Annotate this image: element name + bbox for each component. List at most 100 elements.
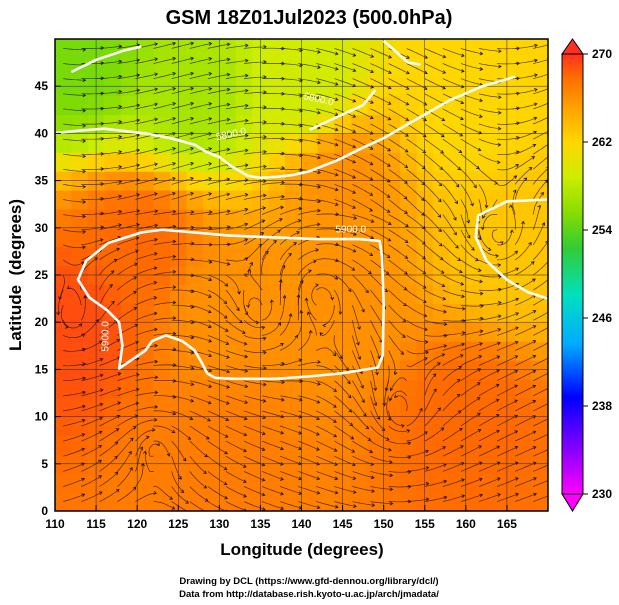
streamline <box>280 138 303 142</box>
streamline <box>298 108 321 114</box>
field-cell <box>170 435 188 455</box>
streamline <box>442 495 465 502</box>
field-cell <box>120 454 138 474</box>
field-cell <box>285 341 303 361</box>
streamline-arrowhead <box>528 241 532 246</box>
streamline-arrowhead <box>281 362 285 366</box>
streamline <box>352 335 361 360</box>
field-cell <box>498 378 516 399</box>
streamline <box>442 394 461 412</box>
streamline <box>460 382 481 397</box>
field-cell <box>137 114 155 134</box>
field-cell <box>383 208 401 229</box>
field-cell <box>186 76 204 97</box>
streamline <box>460 397 481 412</box>
field-cell <box>153 341 171 361</box>
streamline-arrowhead <box>479 51 484 56</box>
field-cell <box>87 454 105 474</box>
streamline-arrowhead <box>226 177 231 182</box>
streamline-arrowhead <box>389 473 394 478</box>
streamline-arrowhead <box>402 318 407 322</box>
field-cell <box>449 322 467 342</box>
streamline-arrowhead <box>352 190 357 194</box>
streamline-arrowhead <box>388 397 393 402</box>
streamline <box>533 59 548 64</box>
field-cell <box>252 57 270 78</box>
streamline <box>171 57 194 64</box>
streamline-arrowhead <box>453 231 457 236</box>
streamline <box>63 259 85 266</box>
streamline <box>388 455 411 459</box>
streamline <box>406 229 426 245</box>
streamline-arrowhead <box>458 149 463 154</box>
streamline-arrowhead <box>136 163 141 168</box>
y-tick-label: 0 <box>41 504 48 518</box>
field-cell <box>432 378 450 399</box>
streamline <box>478 169 498 184</box>
field-cell <box>334 454 352 474</box>
streamline-arrowhead <box>377 355 381 360</box>
streamline <box>99 236 121 246</box>
streamline-arrowhead <box>208 162 213 166</box>
streamline <box>388 425 410 432</box>
field-cell <box>219 435 237 455</box>
field-cell <box>334 265 352 286</box>
streamline <box>316 365 337 375</box>
streamline-arrowhead <box>134 323 139 328</box>
streamline <box>352 199 373 211</box>
streamline-arrowhead <box>132 426 137 430</box>
streamline-arrowhead <box>515 297 520 302</box>
field-cell <box>202 95 220 116</box>
streamline <box>207 259 230 265</box>
field-cell <box>235 378 253 399</box>
streamline <box>99 356 121 366</box>
streamline <box>406 184 425 201</box>
streamline-arrowhead <box>190 56 195 61</box>
field-cell <box>285 284 303 304</box>
streamline <box>117 104 140 110</box>
streamline-arrowhead <box>550 340 553 343</box>
streamline <box>135 103 158 110</box>
streamline <box>171 304 194 308</box>
field-cell <box>186 359 204 380</box>
streamline <box>352 108 374 119</box>
streamline-arrowhead <box>204 498 209 502</box>
streamline-arrowhead <box>153 280 158 285</box>
streamline-arrowhead <box>370 100 374 104</box>
streamline <box>189 350 212 357</box>
streamline-arrowhead <box>281 194 285 199</box>
field-cell <box>55 133 73 153</box>
field-cell <box>252 435 270 455</box>
streamline-arrowhead <box>99 388 104 393</box>
field-cell <box>515 454 533 474</box>
streamline-arrowhead <box>551 355 554 358</box>
streamline-arrowhead <box>180 489 185 493</box>
field-cell <box>498 133 516 153</box>
field-cell <box>531 435 548 455</box>
streamline <box>442 289 465 297</box>
streamline-arrowhead <box>172 300 177 305</box>
streamline-arrowhead <box>350 436 355 440</box>
field-cell <box>252 397 270 418</box>
field-cell <box>334 133 352 153</box>
field-cell <box>367 284 385 304</box>
field-cell <box>170 284 188 304</box>
field-cell <box>268 284 286 304</box>
streamline <box>298 410 320 420</box>
field-cell <box>367 378 385 399</box>
streamline <box>280 168 303 171</box>
field-cell <box>367 265 385 286</box>
streamline-arrowhead <box>244 400 249 404</box>
y-tick-label: 20 <box>35 315 49 329</box>
x-tick-label: 115 <box>86 517 106 531</box>
field-cell <box>301 397 319 418</box>
streamline <box>514 431 536 442</box>
streamline <box>424 362 441 381</box>
streamline <box>99 428 119 442</box>
streamline <box>352 455 374 466</box>
streamline <box>298 153 321 159</box>
streamline-arrowhead <box>316 476 321 481</box>
streamline-arrowhead <box>294 334 299 339</box>
streamline-arrowhead <box>439 166 444 170</box>
